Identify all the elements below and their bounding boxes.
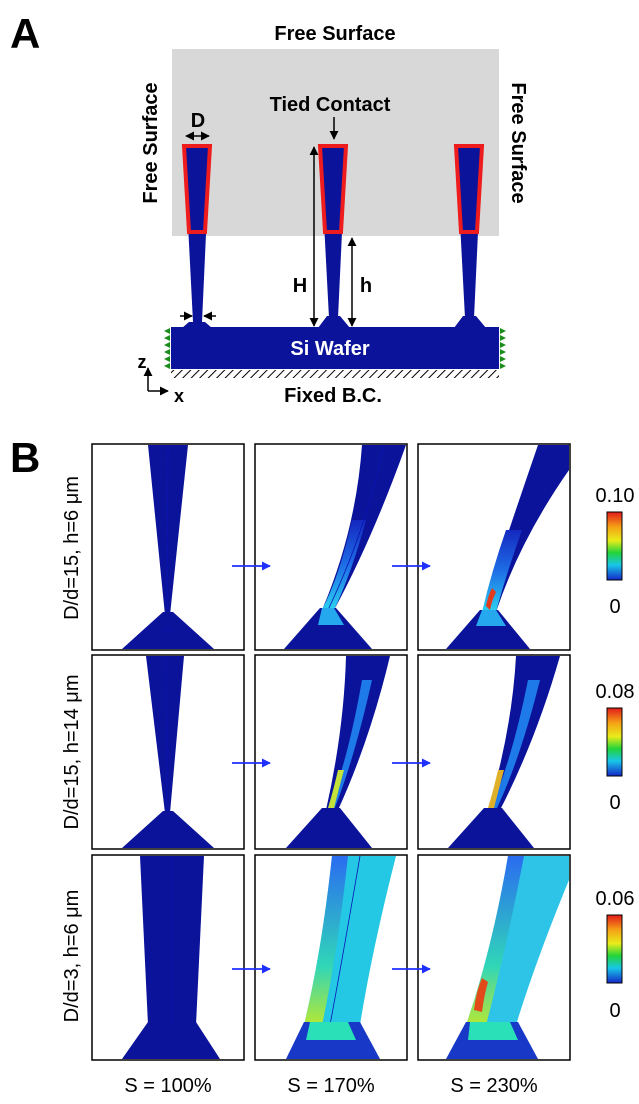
scale-2-max: 0.08 — [596, 681, 635, 703]
cell-r1-c1 — [91, 443, 245, 651]
coordinate-axes — [143, 367, 169, 396]
cell-r3-c3 — [417, 854, 571, 1061]
row-3-label: D/d=3, h=6 μm — [61, 890, 83, 1023]
fixed-bc-hatch — [171, 370, 499, 378]
right-roller-bc — [500, 328, 506, 369]
panel-b-letter: B — [10, 434, 40, 481]
cell-r2-c3 — [417, 654, 571, 850]
scale-3-min: 0 — [609, 1000, 620, 1022]
axis-z-label: z — [138, 352, 147, 372]
dim-D-label: D — [191, 110, 205, 132]
left-free-surface-label: Free Surface — [140, 82, 162, 203]
cell-r3-c2 — [254, 854, 408, 1061]
si-wafer — [171, 327, 499, 369]
dim-H-label: H — [293, 275, 307, 297]
cell-r3-c1 — [91, 854, 245, 1061]
dim-h-label: h — [360, 275, 372, 297]
colorbar-3 — [606, 914, 623, 984]
cell-r1-c3 — [417, 443, 571, 651]
axis-x-label: x — [174, 386, 184, 406]
pillar-left — [181, 144, 213, 328]
left-roller-bc — [164, 328, 170, 369]
progress-arrows — [232, 561, 431, 974]
pillar-middle — [317, 144, 350, 328]
top-free-surface-label: Free Surface — [274, 23, 395, 45]
scale-2-min: 0 — [609, 792, 620, 814]
cell-r2-c2 — [254, 654, 408, 850]
row-2-label: D/d=15, h=14 μm — [61, 675, 83, 830]
column-3-label: S = 230% — [450, 1075, 538, 1097]
column-2-label: S = 170% — [287, 1075, 375, 1097]
tied-contact-label: Tied Contact — [270, 94, 391, 116]
scale-1-min: 0 — [609, 596, 620, 618]
scale-1-max: 0.10 — [596, 485, 635, 507]
pillar-right — [453, 144, 486, 328]
colorbar-2 — [606, 707, 623, 777]
panel-a-letter: A — [10, 10, 40, 57]
cell-r2-c1 — [91, 654, 245, 850]
colorbar-1 — [606, 511, 623, 581]
cell-r1-c2 — [254, 443, 408, 651]
fixed-bc-label: Fixed B.C. — [284, 385, 382, 407]
right-free-surface-label: Free Surface — [507, 82, 529, 203]
si-wafer-label: Si Wafer — [290, 338, 369, 360]
row-1-label: D/d=15, h=6 μm — [61, 476, 83, 620]
scale-3-max: 0.06 — [596, 888, 635, 910]
column-1-label: S = 100% — [124, 1075, 212, 1097]
